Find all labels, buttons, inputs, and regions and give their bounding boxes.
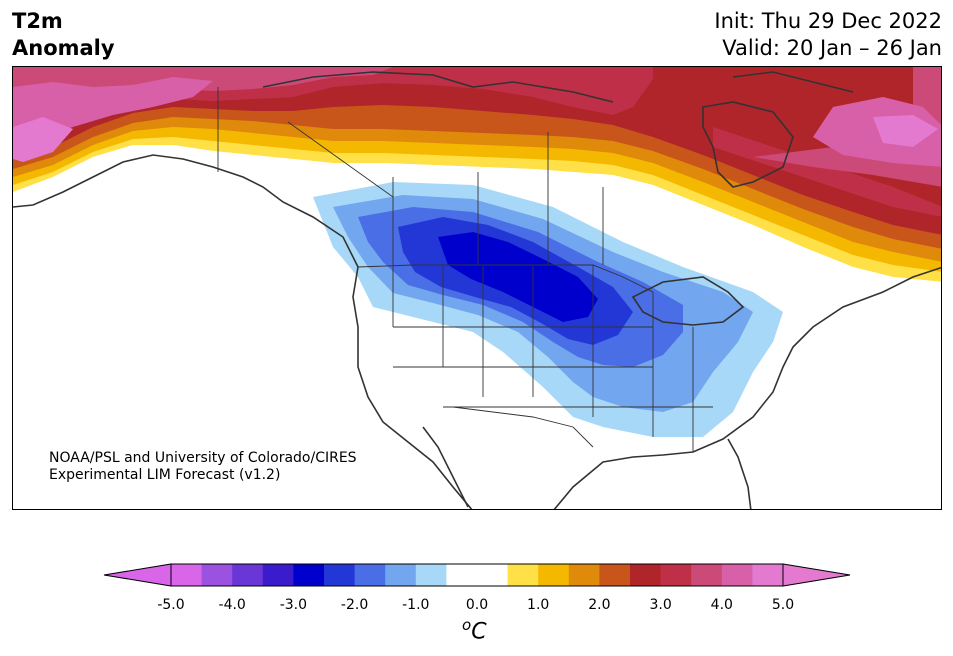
colorbar-under-triangle [103,563,172,587]
colorbar-segment [752,564,784,586]
gulf-coast [553,266,941,509]
colorbar-tick-label: 0.0 [465,597,489,613]
unit-degree: o [462,616,472,634]
colorbar-segment [385,564,417,586]
init-date: Init: Thu 29 Dec 2022 [714,9,942,33]
anomaly-map [12,66,942,510]
colorbar-segment [354,564,386,586]
colorbar-segment [691,564,723,586]
colorbar-tick-label: -3.0 [279,597,308,613]
colorbar-unit: oC [462,616,487,644]
colorbar-tick-label: 1.0 [527,597,550,613]
credit-line1: NOAA/PSL and University of Colorado/CIRE… [49,450,357,466]
title-variable: T2m [12,9,63,33]
forecast-dates: Init: Thu 29 Dec 2022 Valid: 20 Jan – 26… [714,8,942,62]
political-borders [217,87,713,452]
colorbar-segment [630,564,662,586]
unit-celsius: C [471,619,487,645]
colorbar-tick-label: 2.0 [588,597,611,613]
colorbar-tick-label: 4.0 [710,597,733,613]
colorbar-segment [538,564,570,586]
colorbar-segment [293,564,325,586]
coastlines [13,71,941,509]
valid-range: Valid: 20 Jan – 26 Jan [722,36,942,60]
baja [422,426,469,508]
colorbar-over-triangle [782,563,851,587]
colorbar-segment [232,564,264,586]
us-state-lines [392,265,713,452]
colorbar-segment [262,564,294,586]
colorbar [103,563,851,587]
colorbar-segment [477,564,509,586]
attribution: NOAA/PSL and University of Colorado/CIRE… [49,450,357,484]
colorbar-segment [415,564,447,586]
mexico-border [452,406,594,448]
colorbar-segment [171,564,203,586]
colorbar-tick-label: 5.0 [771,597,795,613]
colorbar-segment [324,564,356,586]
colorbar-tick-label: -5.0 [157,597,185,613]
colorbar-tick-label: 3.0 [649,597,672,613]
colorbar-segment [721,564,753,586]
florida [727,438,752,509]
colorbar-tick-label: -4.0 [218,597,246,613]
colorbar-tick-label: -2.0 [340,597,369,613]
alaska-coast [13,154,473,509]
warm-band-rose [13,67,941,187]
colorbar-segment [568,564,600,586]
colorbar-segment [660,564,692,586]
colorbar-segment [599,564,631,586]
colorbar-segment [201,564,233,586]
colorbar-tick-label: -1.0 [402,597,430,613]
arctic-islands [262,71,854,103]
credit-line2: Experimental LIM Forecast (v1.2) [49,467,281,483]
hudson-bay [702,101,794,188]
colorbar-segment [446,564,478,586]
colorbar-segment [507,564,539,586]
title-field: Anomaly [12,36,115,60]
map-title: T2m Anomaly [12,8,115,62]
province-lines [217,87,604,265]
map-canvas [13,67,941,509]
warm-band-red [13,67,941,235]
